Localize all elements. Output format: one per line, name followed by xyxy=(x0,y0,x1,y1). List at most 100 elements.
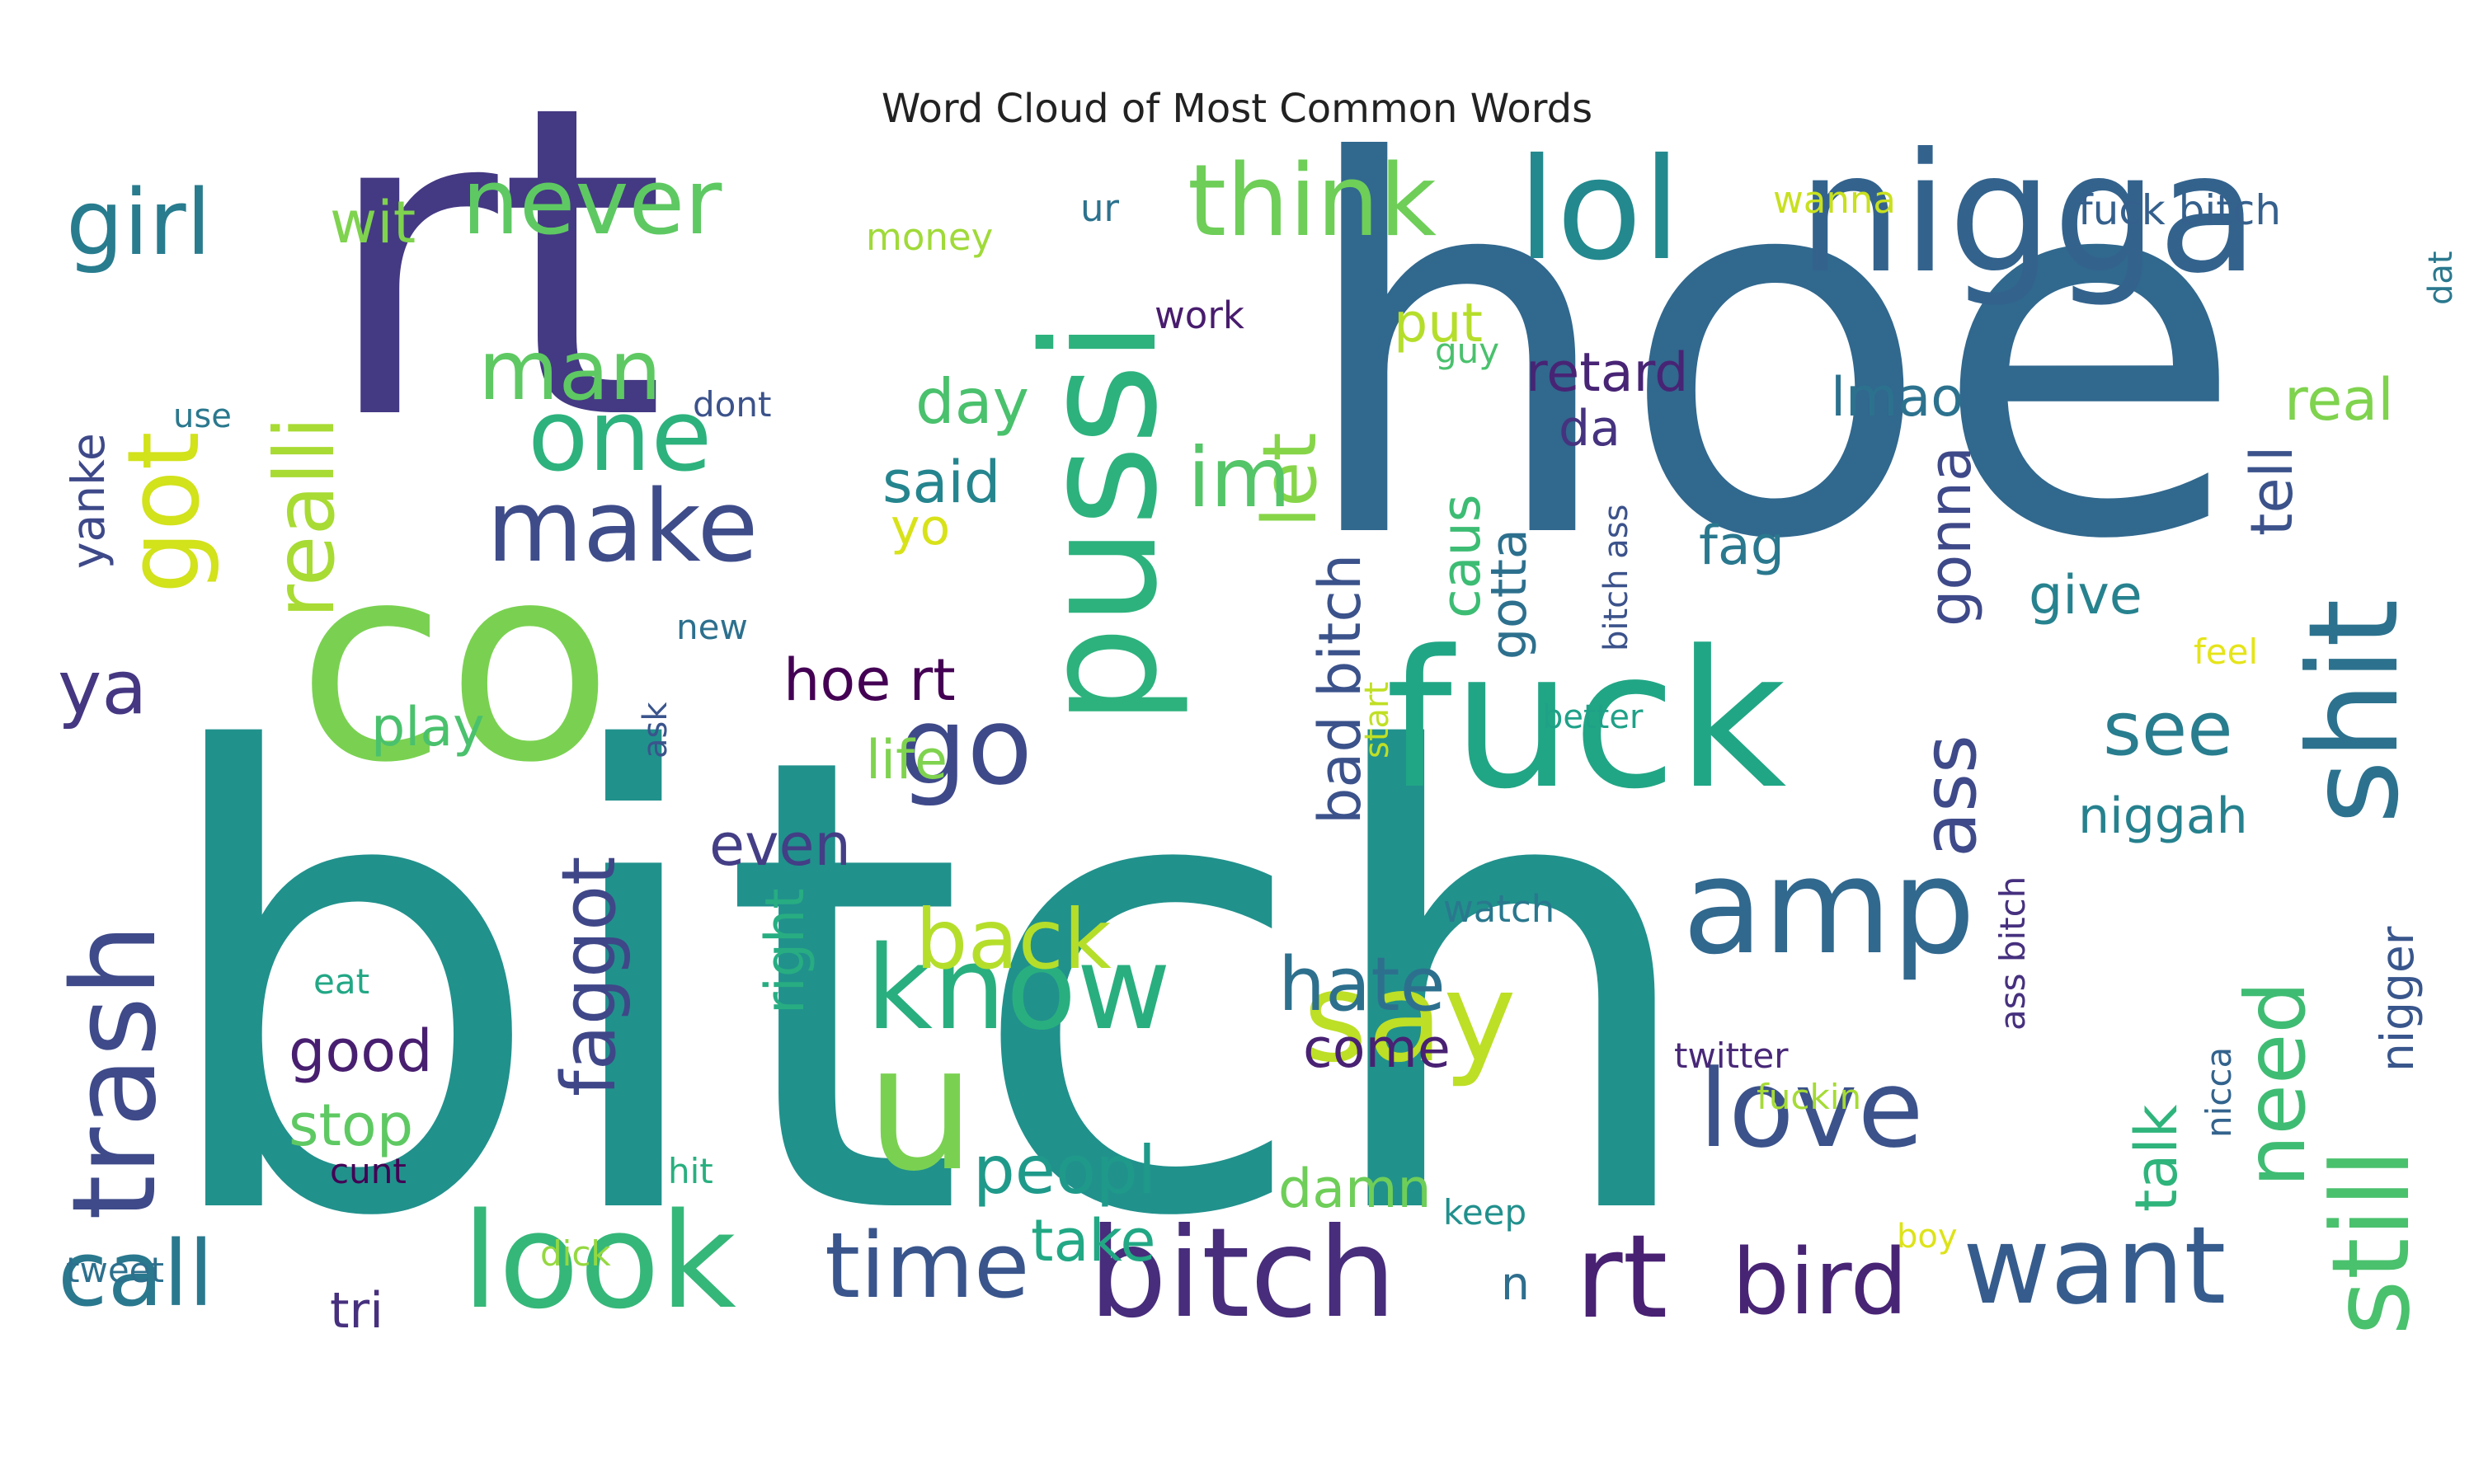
word-dat-100: dat xyxy=(2422,251,2460,305)
word-nigger-70: nigger xyxy=(2371,926,2424,1072)
word-never-29: never xyxy=(462,149,722,255)
word-watch-88: watch xyxy=(1443,887,1555,931)
word-ask-83: ask xyxy=(637,702,675,758)
word-still-19: still xyxy=(2308,1148,2434,1336)
word-pussi-4: pussi xyxy=(1009,320,1192,726)
word-say-17: say xyxy=(1303,946,1517,1090)
word-come-61: come xyxy=(1303,1018,1451,1080)
word-call-26: call xyxy=(58,1221,214,1327)
word-know-13: know xyxy=(866,922,1171,1056)
word-faggot-33: faggot xyxy=(546,856,633,1097)
word-gotta-60: gotta xyxy=(1480,528,1538,660)
word-use-81: use xyxy=(173,397,232,435)
word-hoe-rt-43: hoe rt xyxy=(783,646,956,714)
word-real-49: real xyxy=(2284,366,2394,434)
word-start-87: start xyxy=(1358,681,1396,758)
word-hate-35: hate xyxy=(1278,942,1446,1028)
word-dick-98: dick xyxy=(540,1233,611,1274)
word-good-51: good xyxy=(289,1017,433,1085)
word-retard-65: retard xyxy=(1526,342,1689,404)
word-right-58: right xyxy=(755,888,816,1014)
word-tri-55: tri xyxy=(330,1282,383,1340)
word-said-47: said xyxy=(882,448,1001,516)
word-bird-28: bird xyxy=(1732,1229,1908,1335)
word-co-3: co xyxy=(297,505,614,822)
word-twitter-91: twitter xyxy=(1674,1036,1789,1076)
word-fag-67: fag xyxy=(1699,515,1785,577)
word-hit-96: hit xyxy=(668,1151,713,1191)
word-go-18: go xyxy=(899,683,1033,809)
word-u-16: u xyxy=(866,1007,976,1209)
word-work-78: work xyxy=(1155,294,1244,337)
word-tweet-99: tweet xyxy=(66,1250,164,1290)
word-back-32: back xyxy=(915,891,1112,988)
word-fuckin-92: fuckin xyxy=(1757,1077,1862,1117)
word-gonna-44: gonna xyxy=(1917,446,1984,627)
word-cunt-97: cunt xyxy=(330,1151,407,1191)
word-ass-bitch-89: ass bitch xyxy=(1992,876,2033,1031)
word-nicca-93: nicca xyxy=(2199,1046,2239,1138)
word-bitch-10: bitch xyxy=(1089,1202,1397,1345)
word-feel-86: feel xyxy=(2194,632,2259,672)
word-tell-48: tell xyxy=(2238,445,2306,536)
word-rt-2: rt xyxy=(322,14,666,514)
word-yanke-69: yanke xyxy=(62,433,115,569)
word-even-57: even xyxy=(709,811,851,879)
word-niggah-50: niggah xyxy=(2078,787,2248,845)
word-guy-79: guy xyxy=(1435,331,1500,371)
word-peopl-42: peopl xyxy=(973,1132,1156,1209)
word-fuck-bitch-74: fuck bitch xyxy=(2078,186,2282,234)
word-bitch-ass-85: bitch ass xyxy=(1597,504,1635,651)
word-hoe-1: hoe xyxy=(1295,57,2246,651)
word-got-25: got xyxy=(107,431,222,594)
word-da-71: da xyxy=(1559,400,1620,458)
word-lmao-66: lmao xyxy=(1831,367,1964,429)
word-realli-31: realli xyxy=(256,416,353,618)
word-man-30: man xyxy=(478,322,662,419)
word-new-82: new xyxy=(676,607,748,647)
word-love-20: love xyxy=(1699,1046,1924,1172)
word-wanna-75: wanna xyxy=(1773,178,1896,222)
word-im-39: im xyxy=(1188,430,1291,526)
word-make-23: make xyxy=(487,470,759,585)
word-life-62: life xyxy=(866,730,948,791)
word-wit-45: wit xyxy=(330,189,416,256)
word-give-68: give xyxy=(2029,565,2142,627)
word-n-73: n xyxy=(1501,1257,1530,1310)
word-play-63: play xyxy=(371,697,485,758)
word-day-46: day xyxy=(915,365,1029,438)
word-eat-90: eat xyxy=(313,961,370,1002)
word-see-36: see xyxy=(2103,686,2233,773)
word-look-11: look xyxy=(462,1184,736,1338)
word-want-14: want xyxy=(1963,1203,2227,1328)
word-shit-8: shit xyxy=(2283,599,2426,824)
word-need-34: need xyxy=(2227,981,2324,1187)
word-lol-7: lol xyxy=(1517,129,1681,292)
word-fuck-5: fuck xyxy=(1385,611,1787,831)
word-stop-52: stop xyxy=(289,1092,414,1159)
word-take-53: take xyxy=(1031,1207,1156,1275)
word-trash-15: trash xyxy=(48,923,182,1220)
word-put-64: put xyxy=(1394,293,1483,355)
word-one-22: one xyxy=(528,379,713,494)
word-yo-72: yo xyxy=(891,499,951,556)
word-ur-76: ur xyxy=(1080,186,1120,230)
word-rt-12: rt xyxy=(1575,1210,1668,1345)
word-dont-80: dont xyxy=(693,384,772,425)
word-nigga-6: nigga xyxy=(1798,118,2259,310)
word-amp-9: amp xyxy=(1682,829,1976,984)
word-ya-40: ya xyxy=(58,645,148,731)
word-think-21: think xyxy=(1188,144,1437,259)
word-girl-24: girl xyxy=(66,170,212,275)
word-ass-37: ass xyxy=(1907,735,1993,857)
word-boy-95: boy xyxy=(1897,1218,1958,1256)
word-damn-54: damn xyxy=(1278,1158,1432,1220)
word-bitch-0: bitch xyxy=(148,625,1709,1354)
word-better-84: better xyxy=(1542,698,1644,736)
word-money-77: money xyxy=(866,215,994,259)
word-talk-56: talk xyxy=(2123,1104,2190,1212)
word-keep-94: keep xyxy=(1443,1192,1527,1233)
word-time-27: time xyxy=(825,1213,1030,1318)
